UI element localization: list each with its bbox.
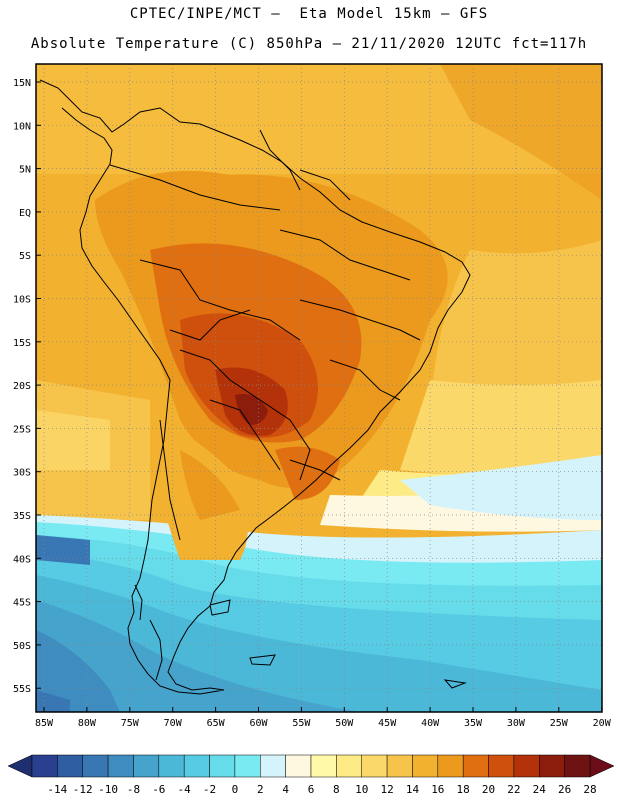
lat-label: 10S <box>13 295 31 306</box>
lon-label: 85W <box>35 718 54 729</box>
colorbar-swatch <box>285 754 312 778</box>
lat-label: 45S <box>13 598 31 609</box>
colorbar-swatch <box>386 754 413 778</box>
colorbar-label: -12 <box>73 783 93 796</box>
lon-label: 75W <box>121 718 140 729</box>
colorbar-label: 24 <box>533 783 547 796</box>
colorbar-swatch <box>31 754 58 778</box>
lat-label: 5S <box>19 251 31 262</box>
lon-label: 60W <box>249 718 268 729</box>
coastline <box>39 79 471 695</box>
colorbar-swatch <box>82 754 109 778</box>
colorbar-label: 8 <box>333 783 340 796</box>
colorbar-swatch <box>158 754 185 778</box>
lat-label: 40S <box>13 554 31 565</box>
colorbar-label: 16 <box>431 783 444 796</box>
lat-label: 20S <box>13 381 31 392</box>
lat-label: 10N <box>13 121 31 132</box>
colorbar-label: 4 <box>282 783 289 796</box>
colorbar-swatch <box>437 754 464 778</box>
lat-label: 35S <box>13 511 31 522</box>
colorbar-swatch <box>488 754 515 778</box>
lon-label: 25W <box>550 718 569 729</box>
colorbar-label: -2 <box>203 783 216 796</box>
colorbar-label: -4 <box>178 783 192 796</box>
colorbar-label: 26 <box>558 783 571 796</box>
colorbar-label: 28 <box>583 783 596 796</box>
colorbar-swatch <box>133 754 160 778</box>
latitude-axis: 15N 10N 5N EQ 5S 10S 15S 20S 25S 30S 35S 40S 45S 50S 5… <box>13 78 41 695</box>
colorbar-swatch <box>57 754 83 778</box>
colorbar-labels: -14 -12 -10 -8 -6 -4 -2 0 2 4 6 8 10 12 14 16 18 20 22 24 26… <box>47 783 596 796</box>
lon-label: 55W <box>292 718 311 729</box>
lat-label: 50S <box>13 641 31 652</box>
lat-label: 30S <box>13 468 31 479</box>
lon-label: 50W <box>335 718 354 729</box>
colorbar-label: 10 <box>355 783 368 796</box>
lon-label: 80W <box>78 718 97 729</box>
colorbar-label: 0 <box>232 783 239 796</box>
temperature-field <box>36 64 602 712</box>
lat-label: EQ <box>19 208 31 219</box>
lon-label: 35W <box>464 718 483 729</box>
lat-label: 15S <box>13 338 31 349</box>
colorbar-label: 14 <box>406 783 420 796</box>
title-line-2: Absolute Temperature (C) 850hPa – 21/11/… <box>30 36 588 52</box>
lon-label: 70W <box>164 718 183 729</box>
colorbar-swatch <box>234 754 261 778</box>
colorbar-label: 22 <box>507 783 520 796</box>
colorbar-swatch <box>260 754 286 778</box>
lon-label: 45W <box>378 718 397 729</box>
colorbar-label: -14 <box>47 783 67 796</box>
colorbar-label: 18 <box>457 783 470 796</box>
colorbar-label: 6 <box>308 783 315 796</box>
colorbar-swatch <box>209 754 236 778</box>
colorbar-swatch <box>513 754 540 778</box>
lon-label: 30W <box>507 718 526 729</box>
colorbar-swatch <box>361 754 388 778</box>
lon-label: 65W <box>207 718 226 729</box>
lat-label: 25S <box>13 424 31 435</box>
colorbar-label: 2 <box>257 783 264 796</box>
map-frame <box>35 63 603 713</box>
colorbar <box>7 754 615 778</box>
colorbar-swatch <box>310 754 337 778</box>
lat-label: 15N <box>13 78 31 89</box>
colorbar-swatch <box>336 754 362 778</box>
colorbar-label: -8 <box>127 783 140 796</box>
colorbar-swatch <box>107 754 134 778</box>
colorbar-low-arrow <box>7 754 33 778</box>
colorbar-label: 20 <box>482 783 495 796</box>
colorbar-swatch <box>462 754 489 778</box>
lon-label: 20W <box>593 718 612 729</box>
longitude-axis: 85W 80W 75W 70W 65W 60W 55W 50W 45W 40W 35W 30W 25W 2… <box>35 707 612 729</box>
lat-label: 5N <box>19 165 31 176</box>
title-line-1: CPTEC/INPE/MCT – Eta Model 15km – GFS <box>129 6 489 22</box>
colorbar-label: -10 <box>98 783 118 796</box>
colorbar-swatch <box>412 754 439 778</box>
colorbar-swatch <box>564 754 591 778</box>
colorbar-swatch <box>539 754 565 778</box>
lon-label: 40W <box>421 718 440 729</box>
colorbar-label: 12 <box>380 783 393 796</box>
colorbar-high-arrow <box>589 754 615 778</box>
colorbar-label: -6 <box>152 783 165 796</box>
lat-label: 55S <box>13 684 31 695</box>
colorbar-swatch <box>183 754 210 778</box>
